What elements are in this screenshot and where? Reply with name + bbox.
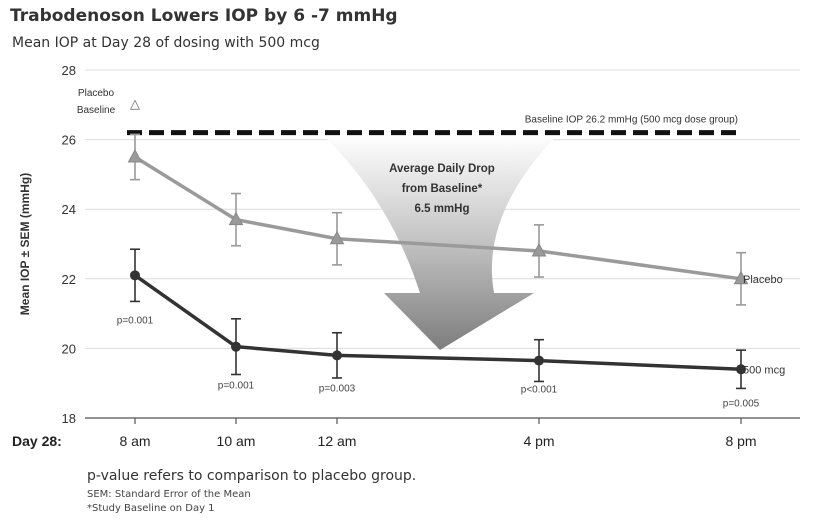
baseline-label: Baseline IOP 26.2 mmHg (500 mcg dose gro…: [525, 115, 738, 126]
data-point-circle: [332, 350, 342, 360]
arrow-annotation-line3: 6.5 mmHg: [415, 203, 470, 215]
baseline-group: Baseline IOP 26.2 mmHg (500 mcg dose gro…: [77, 88, 738, 133]
placebo-baseline-label-line1: Placebo: [78, 88, 115, 99]
p-value-label: p=0.005: [723, 398, 760, 409]
x-tick-label: 10 am: [217, 433, 256, 449]
x-tick-label: 4 pm: [523, 433, 554, 449]
sem-footnote: SEM: Standard Error of the Mean: [87, 489, 251, 500]
arrow-annotation-line2: from Baseline*: [402, 183, 483, 195]
y-tick-label: 20: [62, 341, 76, 356]
y-tick-label: 26: [62, 133, 76, 148]
y-tick-label: 24: [62, 202, 76, 217]
p-value-label: p=0.001: [117, 315, 154, 326]
p-value-footnote: p-value refers to comparison to placebo …: [87, 468, 416, 484]
y-axis-label: Mean IOP ± SEM (mmHg): [18, 173, 32, 315]
p-value-label: p<0.001: [521, 385, 558, 396]
placebo-baseline-label-line2: Baseline: [77, 105, 116, 116]
data-point-circle: [130, 270, 140, 280]
x-axis-label: Day 28:: [12, 433, 62, 449]
placebo-baseline-marker: △: [130, 96, 140, 111]
series-label-1: 500 mcg: [743, 364, 785, 376]
x-tick-label: 8 am: [119, 433, 150, 449]
x-tick-label: 8 pm: [725, 433, 756, 449]
y-tick-label: 18: [62, 411, 76, 426]
p-value-label: p=0.001: [218, 381, 255, 392]
series-label-0: Placebo: [743, 274, 783, 286]
data-point-circle: [231, 342, 241, 352]
x-tick-label: 12 am: [318, 433, 357, 449]
p-value-label: p=0.003: [319, 383, 356, 394]
y-tick-label: 28: [62, 63, 76, 78]
data-point-triangle: [129, 150, 142, 162]
baseline-footnote: *Study Baseline on Day 1: [87, 503, 215, 514]
y-tick-label: 22: [62, 272, 76, 287]
arrow-annotation-line1: Average Daily Drop: [389, 163, 495, 175]
data-point-circle: [534, 356, 544, 366]
